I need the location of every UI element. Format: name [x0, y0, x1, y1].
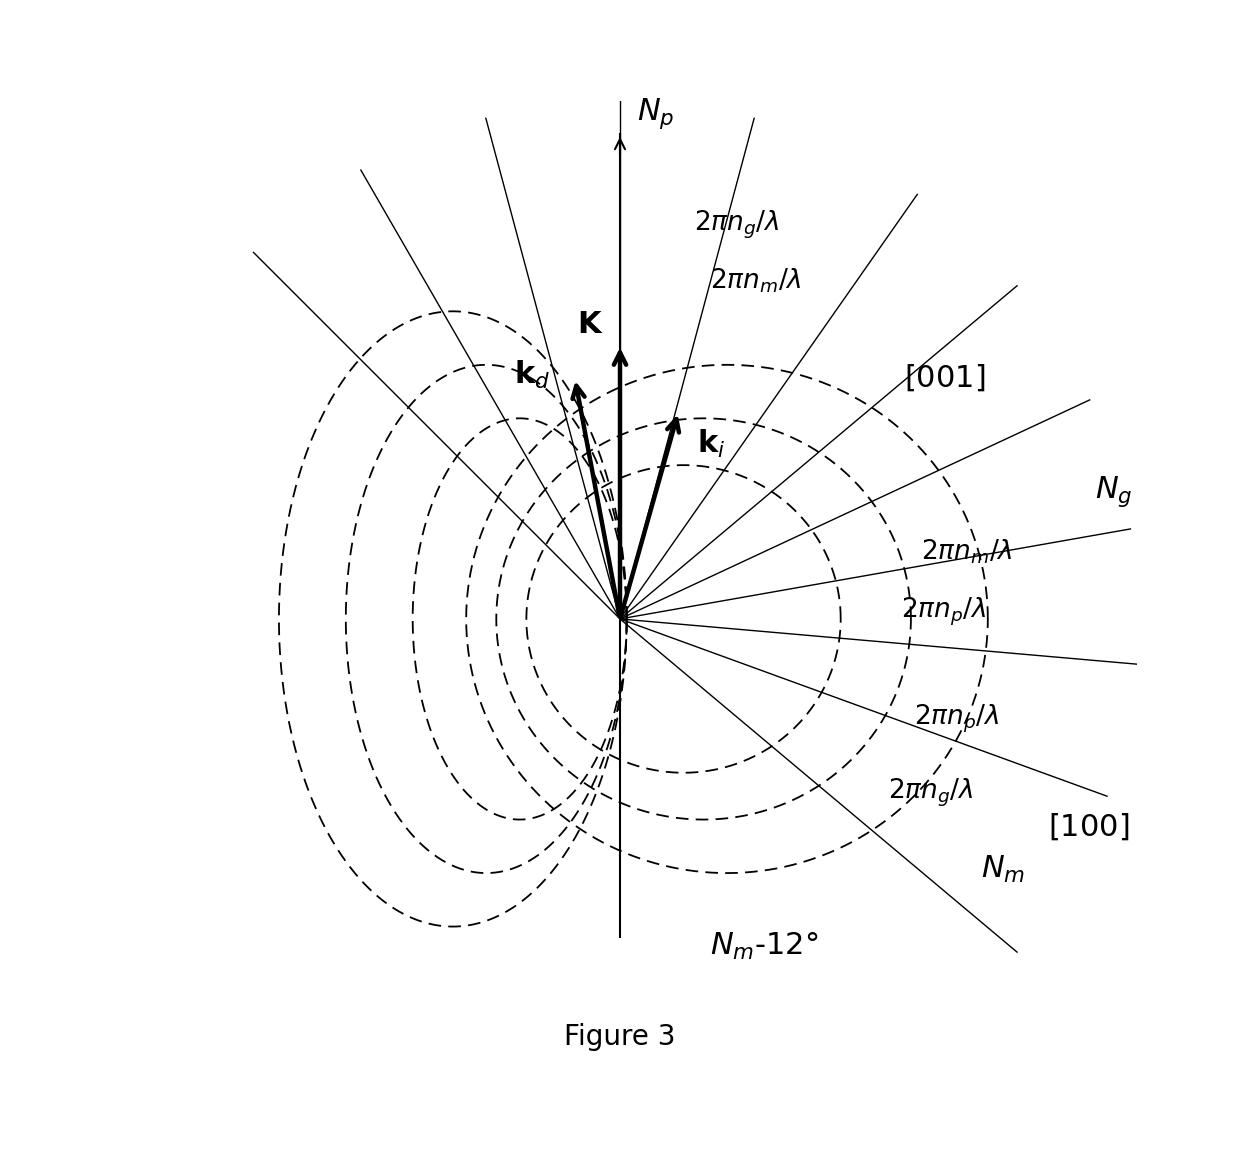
- Text: $N_m$-12°: $N_m$-12°: [711, 931, 818, 963]
- Text: $2\pi n_p/\lambda$: $2\pi n_p/\lambda$: [901, 596, 987, 629]
- Text: $[001]$: $[001]$: [904, 363, 986, 393]
- Text: $\mathbf{k}_d$: $\mathbf{k}_d$: [513, 358, 549, 391]
- Text: $N_m$: $N_m$: [981, 854, 1025, 885]
- Text: $2\pi n_p/\lambda$: $2\pi n_p/\lambda$: [914, 703, 999, 735]
- Text: Figure 3: Figure 3: [564, 1023, 676, 1050]
- Text: $N_g$: $N_g$: [1095, 474, 1132, 509]
- Text: $2\pi n_m/\lambda$: $2\pi n_m/\lambda$: [711, 267, 802, 295]
- Text: $[100]$: $[100]$: [1048, 812, 1130, 842]
- Text: $\mathbf{k}_i$: $\mathbf{k}_i$: [697, 429, 725, 460]
- Text: $2\pi n_g/\lambda$: $2\pi n_g/\lambda$: [693, 208, 779, 240]
- Text: $2\pi n_m/\lambda$: $2\pi n_m/\lambda$: [921, 537, 1013, 567]
- Text: $N_p$: $N_p$: [636, 96, 675, 131]
- Text: $\mathbf{K}$: $\mathbf{K}$: [577, 310, 604, 340]
- Text: $2\pi n_g/\lambda$: $2\pi n_g/\lambda$: [888, 776, 973, 809]
